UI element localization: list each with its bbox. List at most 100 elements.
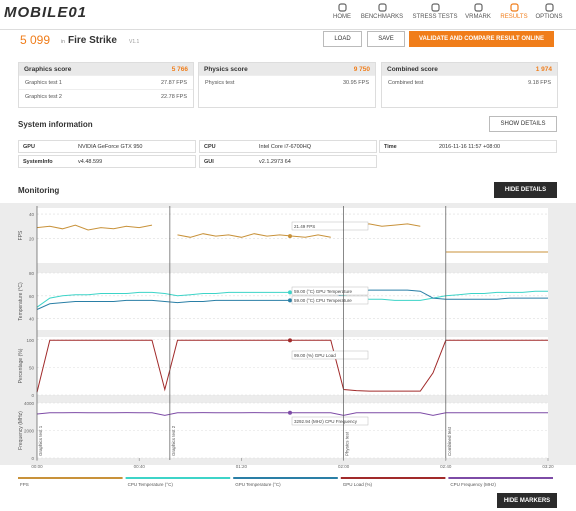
validate-button[interactable]: VALIDATE AND COMPARE RESULT ONLINE bbox=[409, 31, 554, 47]
nav-label[interactable]: BENCHMARKS bbox=[360, 14, 404, 20]
test-name: Combined test bbox=[388, 79, 424, 86]
show-details-button[interactable]: SHOW DETAILS bbox=[489, 116, 557, 132]
version: V1.1 bbox=[129, 39, 140, 45]
nav-label[interactable]: HOME bbox=[333, 14, 351, 20]
tooltip-box bbox=[291, 416, 369, 426]
nav-item[interactable]: STRESS TESTS bbox=[410, 3, 460, 20]
score-value: 1 974 bbox=[535, 65, 552, 73]
info-label: GPU bbox=[23, 143, 35, 150]
nav-label[interactable]: STRESS TESTS bbox=[412, 14, 458, 20]
x-tick-label: 00:40 bbox=[134, 464, 146, 469]
monitoring-chart: 20 40 FPS 21.49 FPS 40 60 80 Temperature (°C) 59… bbox=[0, 203, 576, 487]
info-value: NVIDIA GeForce GTX 950 bbox=[78, 143, 143, 150]
score-value: 5 766 bbox=[171, 65, 188, 73]
divider bbox=[0, 29, 576, 30]
y-tick-label: 20 bbox=[29, 237, 35, 242]
legend-label: GPU Temperature (°C) bbox=[235, 482, 281, 487]
test-name: Fire Strike bbox=[68, 35, 117, 46]
x-tick-label: 02:40 bbox=[440, 464, 452, 469]
score-row: Graphics test 1 27.87 FPS bbox=[19, 75, 193, 89]
y-tick-label: 40 bbox=[29, 317, 35, 322]
info-value: v4.48.599 bbox=[78, 158, 103, 165]
test-result: 9.18 FPS bbox=[528, 79, 551, 86]
y-tick-label: 2000 bbox=[24, 429, 35, 434]
y-tick-label: 80 bbox=[29, 271, 35, 276]
hide-details-button[interactable]: HIDE DETAILS bbox=[494, 182, 557, 198]
marker-label: Combined test bbox=[447, 426, 452, 456]
x-tick-label: 01:20 bbox=[236, 464, 248, 469]
legend-swatch bbox=[340, 477, 446, 479]
test-result: 27.87 FPS bbox=[161, 79, 187, 86]
nav-item[interactable]: HOME bbox=[317, 3, 367, 20]
data-line bbox=[36, 339, 548, 393]
y-tick-label: 60 bbox=[29, 294, 35, 299]
in-text: in bbox=[61, 39, 65, 45]
info-label: GUI bbox=[204, 158, 214, 165]
nav-label[interactable]: OPTIONS bbox=[535, 14, 563, 20]
nav-icon bbox=[544, 3, 554, 12]
score-value: 9 750 bbox=[353, 65, 370, 73]
info-value: 2016-11-16 11:57 +08:00 bbox=[439, 143, 501, 150]
marker-label: Graphics test 1 bbox=[38, 425, 43, 456]
hover-dot bbox=[288, 338, 292, 343]
nav-label[interactable]: RESULTS bbox=[500, 14, 528, 20]
section-title: System information bbox=[18, 120, 93, 129]
legend-swatch bbox=[448, 477, 553, 479]
x-tick-label: 00:00 bbox=[31, 464, 43, 469]
test-result: 30.95 FPS bbox=[343, 79, 369, 86]
nav-icon bbox=[509, 3, 519, 12]
hover-dot bbox=[288, 410, 292, 415]
tooltip-box bbox=[291, 286, 369, 296]
hide-markers-button[interactable]: HIDE MARKERS bbox=[497, 493, 557, 508]
nav-item[interactable]: OPTIONS bbox=[524, 3, 574, 20]
logo[interactable]: MOBILE01 bbox=[4, 4, 88, 21]
nav-icon bbox=[377, 3, 387, 12]
y-tick-label: 0 bbox=[31, 393, 34, 398]
plot-area bbox=[37, 337, 548, 395]
legend-label: CPU Temperature (°C) bbox=[128, 482, 174, 487]
load-button[interactable]: LOAD bbox=[323, 31, 362, 47]
nav-icon bbox=[337, 3, 347, 12]
test-result: 22.78 FPS bbox=[161, 93, 187, 100]
score-header: Combined score 1 974 bbox=[382, 63, 557, 75]
section-title: Monitoring bbox=[18, 186, 60, 195]
nav-item[interactable]: RESULTS bbox=[489, 3, 539, 20]
marker-label: Graphics test 2 bbox=[171, 425, 176, 456]
tooltip: 59.00 (°C) GPU Temperature bbox=[294, 289, 352, 294]
legend-swatch bbox=[233, 477, 338, 479]
info-value: v2.1.2973 64 bbox=[259, 158, 291, 165]
y-tick-label: 0 bbox=[31, 456, 34, 461]
test-name: Graphics test 2 bbox=[25, 93, 62, 100]
y-tick-label: 4000 bbox=[24, 401, 35, 406]
y-tick-label: 50 bbox=[29, 365, 35, 370]
tooltip: 59.00 (°C) CPU Temperature bbox=[294, 298, 352, 303]
info-label: SystemInfo bbox=[23, 158, 53, 165]
tooltip: 21.49 FPS bbox=[294, 224, 315, 229]
nav-label[interactable]: VRMARK bbox=[465, 14, 491, 20]
score-row: Graphics test 2 22.78 FPS bbox=[19, 89, 193, 103]
score-row: Physics test 30.95 FPS bbox=[199, 75, 375, 89]
score-header: Physics score 9 750 bbox=[199, 63, 375, 75]
score-panel: Graphics score 5 766 Graphics test 1 27.87 … bbox=[18, 62, 194, 108]
nav-icon bbox=[473, 3, 483, 12]
score-title: Graphics score bbox=[24, 65, 72, 73]
overall-score: 5 099 bbox=[20, 33, 51, 47]
info-value: Intel Core i7-6700HQ bbox=[259, 143, 311, 150]
score-header: Graphics score 5 766 bbox=[19, 63, 193, 75]
nav-item[interactable]: BENCHMARKS bbox=[357, 3, 407, 20]
y-tick-label: 100 bbox=[26, 338, 34, 343]
info-row: Time 2016-11-16 11:57 +08:00 bbox=[379, 140, 557, 153]
nav-item[interactable]: VRMARK bbox=[453, 3, 503, 20]
score-row: Combined test 9.18 FPS bbox=[382, 75, 557, 89]
legend-label: GPU Load (%) bbox=[343, 482, 373, 487]
score-panel: Physics score 9 750 Physics test 30.95 FPS bbox=[198, 62, 376, 108]
data-line bbox=[36, 223, 548, 253]
tooltip: 3292.94 (MHz) CPU Frequency bbox=[294, 419, 358, 424]
hover-dot bbox=[288, 290, 292, 295]
legend-swatch bbox=[125, 477, 231, 479]
tooltip-box bbox=[291, 350, 369, 360]
info-row: CPU Intel Core i7-6700HQ bbox=[199, 140, 377, 153]
info-label: CPU bbox=[204, 143, 216, 150]
test-name: Physics test bbox=[205, 79, 235, 86]
save-button[interactable]: SAVE bbox=[367, 31, 405, 47]
